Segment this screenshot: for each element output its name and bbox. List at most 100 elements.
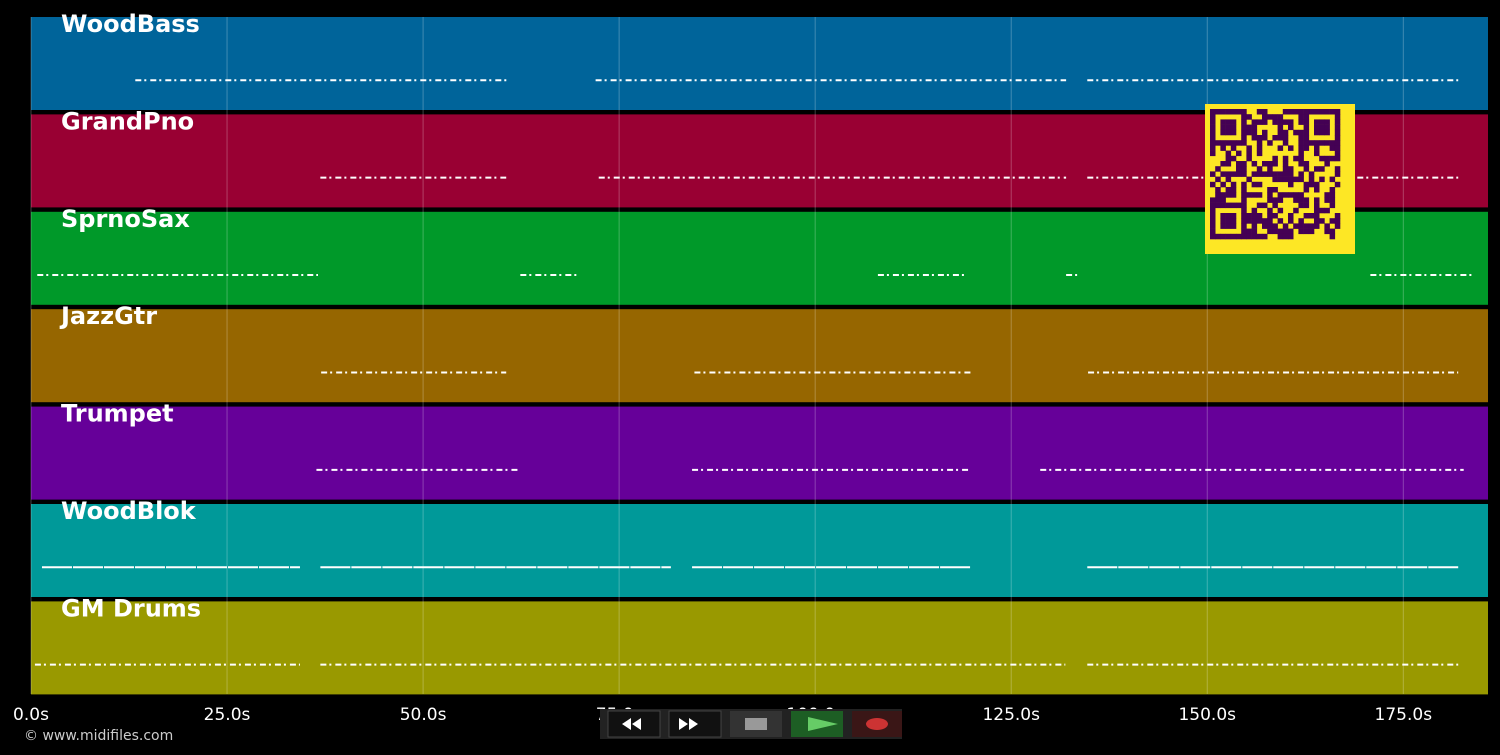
qr-cell <box>1272 197 1278 203</box>
qr-cell <box>1230 171 1237 177</box>
qr-cell <box>1246 150 1252 157</box>
x-tick-label: 175.0s <box>1375 705 1433 725</box>
qr-cell <box>1334 155 1341 162</box>
x-tick-label: 50.0s <box>400 705 447 725</box>
qr-cell <box>1230 187 1237 193</box>
qr-cell <box>1314 187 1320 193</box>
qr-cell <box>1225 218 1232 224</box>
qr-cell <box>1303 223 1310 229</box>
rewind-button[interactable] <box>607 710 661 738</box>
qr-cell <box>1308 181 1315 188</box>
qr-cell <box>1230 202 1237 209</box>
qr-cell <box>1267 161 1273 167</box>
qr-cell <box>1225 171 1232 177</box>
qr-cell <box>1298 197 1304 203</box>
qr-cell <box>1329 187 1336 193</box>
qr-cell <box>1241 109 1247 115</box>
qr-cell <box>1298 202 1304 209</box>
qr-cell <box>1256 218 1263 224</box>
qr-cell <box>1272 187 1278 193</box>
qr-cell <box>1225 213 1232 219</box>
qr-cell <box>1282 228 1289 235</box>
qr-cell <box>1277 197 1284 203</box>
qr-cell <box>1288 192 1294 198</box>
qr-cell <box>1277 129 1284 136</box>
qr-cell <box>1277 192 1284 198</box>
qr-cell <box>1246 129 1252 136</box>
qr-cell <box>1262 114 1268 120</box>
qr-cell <box>1334 114 1341 120</box>
qr-cell <box>1324 161 1330 167</box>
qr-cell <box>1262 202 1268 209</box>
qr-cell <box>1324 223 1330 229</box>
qr-cell <box>1314 124 1320 131</box>
track-name: GM Drums <box>61 594 201 622</box>
qr-cell <box>1262 135 1268 141</box>
qr-cell <box>1225 129 1232 136</box>
qr-cell <box>1293 192 1299 198</box>
qr-cell <box>1319 155 1325 162</box>
qr-cell <box>1220 192 1226 198</box>
track-band <box>31 406 1488 500</box>
qr-cell <box>1324 228 1330 235</box>
qr-cell <box>1277 171 1284 177</box>
qr-cell <box>1324 124 1330 131</box>
qr-cell <box>1251 213 1258 219</box>
qr-cell <box>1230 233 1237 240</box>
qr-cell <box>1277 114 1284 120</box>
qr-cell <box>1267 187 1273 193</box>
qr-cell <box>1282 176 1289 183</box>
qr-cell <box>1272 223 1278 229</box>
qr-cell <box>1230 155 1237 162</box>
qr-cell <box>1220 145 1226 151</box>
qr-cell <box>1319 207 1325 214</box>
qr-cell <box>1314 166 1320 172</box>
qr-cell <box>1314 129 1320 136</box>
qr-cell <box>1236 233 1242 240</box>
controls <box>600 709 902 739</box>
qr-cell <box>1298 218 1304 224</box>
qr-cell <box>1303 161 1310 167</box>
qr-cell <box>1303 213 1310 219</box>
forward-button[interactable] <box>668 710 722 738</box>
qr-cell <box>1308 223 1315 229</box>
qr-cell <box>1220 140 1226 146</box>
qr-cell <box>1241 218 1247 224</box>
qr-cell <box>1210 218 1216 224</box>
qr-cell <box>1210 207 1216 214</box>
qr-cell <box>1251 119 1258 125</box>
qr-cell <box>1314 145 1320 151</box>
stop-button[interactable] <box>730 711 782 737</box>
qr-cell <box>1256 202 1263 209</box>
record-button[interactable] <box>852 711 902 737</box>
qr-cell <box>1215 197 1221 203</box>
qr-cell <box>1298 223 1304 229</box>
qr-cell <box>1308 176 1315 183</box>
qr-cell <box>1225 124 1232 131</box>
play-button[interactable] <box>791 711 843 737</box>
qr-cell <box>1272 135 1278 141</box>
qr-cell <box>1251 192 1258 198</box>
qr-cell <box>1329 192 1336 198</box>
qr-cell <box>1251 161 1258 167</box>
qr-cell <box>1230 192 1237 198</box>
qr-cell <box>1298 114 1304 120</box>
qr-cell <box>1303 129 1310 136</box>
qr-cell <box>1308 171 1315 177</box>
qr-cell <box>1298 176 1304 183</box>
qr-cell <box>1308 140 1315 146</box>
qr-cell <box>1225 192 1232 198</box>
qr-cell <box>1236 109 1242 115</box>
qr-cell <box>1288 119 1294 125</box>
qr-cell <box>1329 197 1336 203</box>
qr-cell <box>1241 119 1247 125</box>
qr-cell <box>1215 187 1221 193</box>
qr-cell <box>1267 228 1273 235</box>
qr-cell <box>1298 171 1304 177</box>
qr-cell <box>1282 192 1289 198</box>
track-band <box>31 601 1488 695</box>
qr-cell <box>1303 140 1310 146</box>
qr-cell <box>1308 213 1315 219</box>
qr-cell <box>1334 124 1341 131</box>
qr-cell <box>1241 166 1247 172</box>
